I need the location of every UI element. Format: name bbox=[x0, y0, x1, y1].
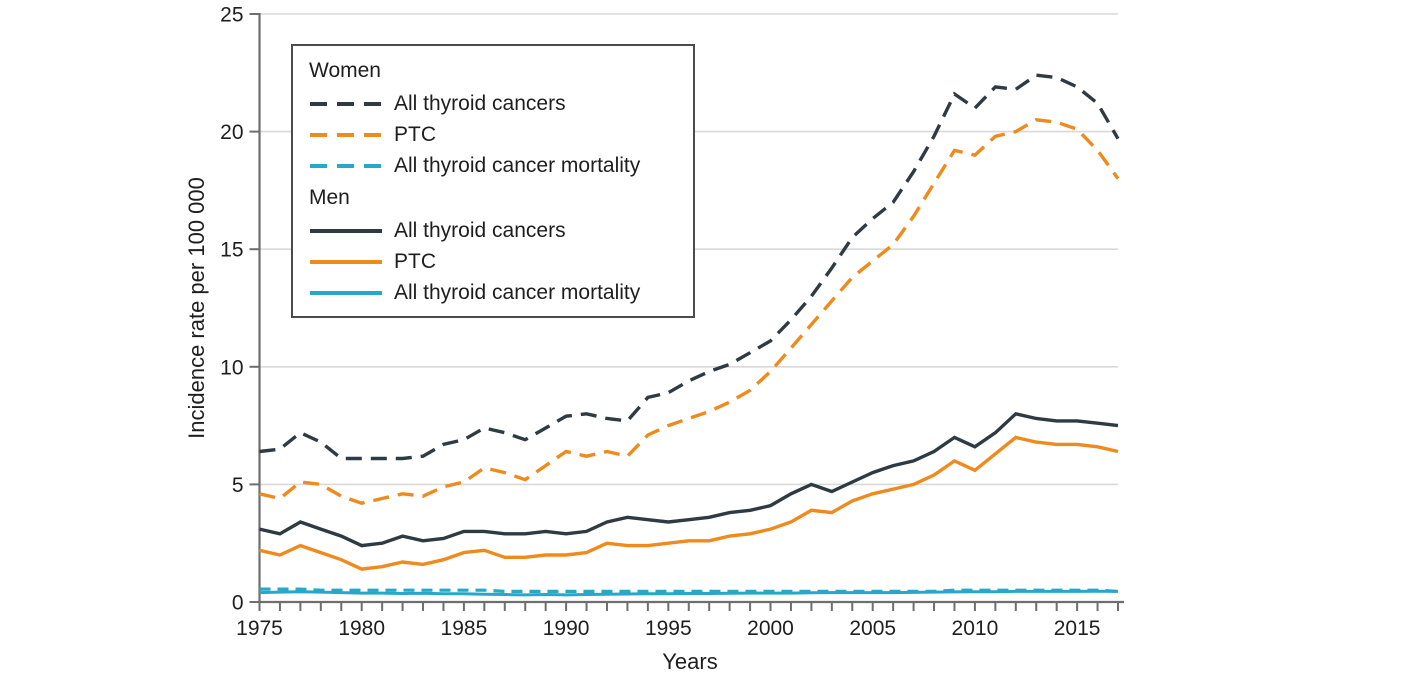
legend-group-women: Women bbox=[309, 59, 381, 82]
legend-label: All thyroid cancer mortality bbox=[394, 280, 641, 304]
solid-line-sample bbox=[310, 228, 382, 233]
legend-label: All thyroid cancers bbox=[394, 91, 566, 115]
series-line-men-all-thyroid-cancer-mortality bbox=[259, 589, 1119, 597]
x-tick-label: 1985 bbox=[441, 617, 488, 640]
x-axis-title: Years bbox=[662, 649, 718, 674]
y-axis-title: Incidence rate per 100 000 bbox=[184, 177, 209, 439]
y-tick-label: 20 bbox=[220, 121, 243, 144]
solid-line-sample bbox=[310, 259, 382, 264]
legend-label: PTC bbox=[394, 122, 436, 146]
x-tick-label: 1975 bbox=[236, 617, 283, 640]
chart-legend: Women All thyroid cancers PTC All thyroi… bbox=[291, 44, 695, 318]
x-tick-label: 2015 bbox=[1054, 617, 1101, 640]
legend-item-women-ptc: PTC bbox=[309, 119, 693, 150]
solid-line-sample bbox=[310, 290, 382, 295]
legend-item-women-mortality: All thyroid cancer mortality bbox=[309, 150, 693, 181]
legend-item-men-ptc: PTC bbox=[309, 246, 693, 277]
legend-item-women-all-thyroid-cancers: All thyroid cancers bbox=[309, 88, 693, 119]
x-tick-label: 2005 bbox=[849, 617, 896, 640]
y-tick-label: 25 bbox=[220, 4, 243, 27]
series-line-women-all-thyroid-cancer-mortality bbox=[259, 587, 1119, 594]
legend-item-men-all-thyroid-cancers: All thyroid cancers bbox=[309, 215, 693, 246]
legend-group-men: Men bbox=[309, 186, 350, 209]
series-line-women-ptc bbox=[259, 118, 1120, 505]
dashed-line-sample bbox=[310, 132, 382, 137]
dashed-line-sample bbox=[310, 163, 382, 168]
series-line-men-ptc bbox=[259, 435, 1119, 571]
y-tick-label: 5 bbox=[232, 474, 244, 497]
x-tick-label: 2000 bbox=[747, 617, 794, 640]
x-tick-label: 1980 bbox=[338, 617, 385, 640]
legend-label: All thyroid cancer mortality bbox=[394, 153, 641, 177]
y-tick-label: 10 bbox=[220, 356, 243, 379]
y-tick-label: 15 bbox=[220, 239, 243, 262]
x-tick-label: 2010 bbox=[952, 617, 999, 640]
x-tick-label: 1990 bbox=[543, 617, 590, 640]
series-line-women-all-thyroid-cancers bbox=[259, 73, 1120, 461]
legend-label: All thyroid cancers bbox=[394, 218, 566, 242]
series-line-men-all-thyroid-cancers bbox=[259, 411, 1119, 548]
y-tick-label: 0 bbox=[232, 592, 244, 615]
dashed-line-sample bbox=[310, 101, 382, 106]
legend-label: PTC bbox=[394, 249, 436, 273]
legend-item-men-mortality: All thyroid cancer mortality bbox=[309, 277, 693, 308]
x-tick-label: 1995 bbox=[645, 617, 692, 640]
